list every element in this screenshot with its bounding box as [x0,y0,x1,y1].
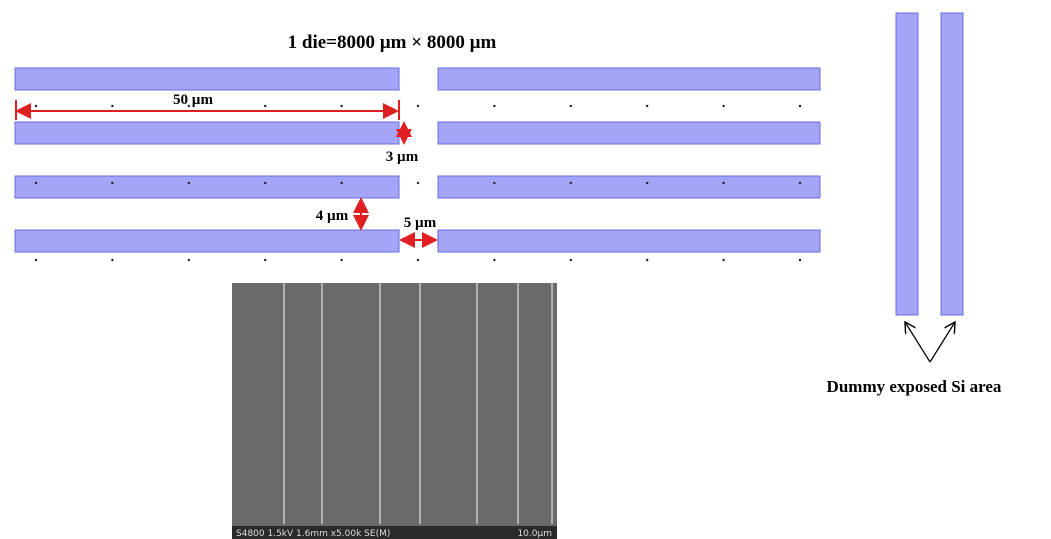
arrow [930,322,955,362]
dot [799,259,801,261]
dot [340,259,342,261]
gap-label: 5 µm [404,215,437,231]
dot [188,182,190,184]
dot [722,259,724,261]
gap-label: 3 µm [386,149,419,165]
dot [340,182,342,184]
pattern-bar [438,230,820,252]
dot [722,105,724,107]
sem-image: S4800 1.5kV 1.6mm x5.00k SE(M) 10.0µm [232,283,557,539]
dot [646,259,648,261]
dot [35,182,37,184]
sem-caption: S4800 1.5kV 1.6mm x5.00k SE(M) [236,529,390,539]
pattern-bar [15,68,399,90]
dot [417,182,419,184]
dot [35,105,37,107]
dot [111,259,113,261]
dot [646,182,648,184]
callout-label: Dummy exposed Si area [827,377,1002,396]
dot [493,105,495,107]
dot [111,105,113,107]
dot [570,259,572,261]
title: 1 die=8000 µm × 8000 µm [288,32,497,53]
pitch-label: 50 µm [173,92,213,108]
dot [722,182,724,184]
dot [799,105,801,107]
dot [646,105,648,107]
dot [111,182,113,184]
dot [264,182,266,184]
dummy-bar [941,13,963,315]
pattern-bar [438,68,820,90]
pattern-bar [438,176,820,198]
pattern-bar [15,176,399,198]
dot [570,182,572,184]
gap-label: 4 µm [316,208,349,224]
dummy-bar [896,13,918,315]
dot [799,182,801,184]
dot [340,105,342,107]
dot [188,259,190,261]
pattern-bar [15,122,399,144]
dot [264,105,266,107]
dot [264,259,266,261]
dot [493,259,495,261]
pattern-bar [438,122,820,144]
dot [417,259,419,261]
sem-scale: 10.0µm [517,529,552,539]
pattern-bar [15,230,399,252]
dot [417,105,419,107]
diagram: 1 die=8000 µm × 8000 µm 50 µm 3 µm 4 µm … [0,0,1051,539]
arrow [905,322,930,362]
dot [570,105,572,107]
dot [35,259,37,261]
dot [493,182,495,184]
